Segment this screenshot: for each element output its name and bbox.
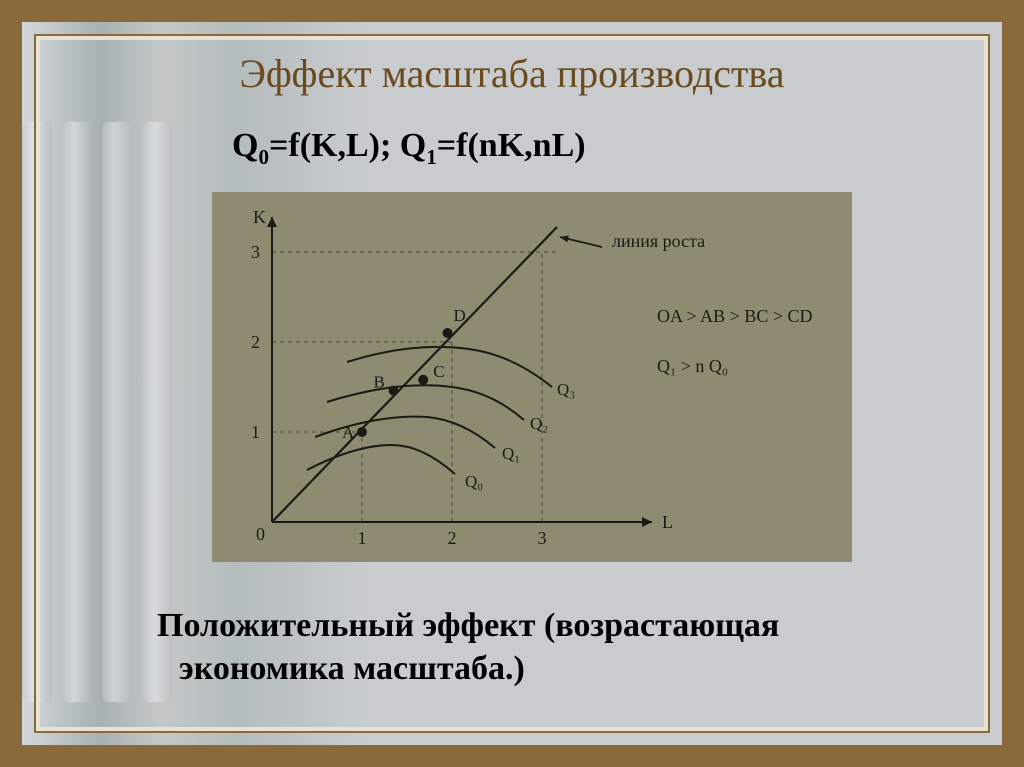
svg-text:D: D [454, 306, 466, 325]
svg-text:1: 1 [251, 422, 260, 442]
svg-text:2: 2 [448, 528, 457, 548]
svg-text:Q₂: Q₂ [530, 414, 548, 433]
svg-text:C: C [433, 362, 444, 381]
svg-text:линия роста: линия роста [612, 231, 705, 251]
svg-text:Q₁ > n Q₀: Q₁ > n Q₀ [657, 356, 728, 376]
svg-text:A: A [342, 423, 355, 442]
svg-text:3: 3 [251, 242, 260, 262]
isoquant-chart: L K 0 1 2 3 1 2 3 Q₀ Q₁ Q₂ Q₃ линия роста A B C D OA > AB … [212, 192, 852, 562]
svg-text:L: L [662, 512, 673, 532]
svg-text:3: 3 [538, 528, 547, 548]
svg-text:2: 2 [251, 332, 260, 352]
svg-text:OA > AB > BC > CD: OA > AB > BC > CD [657, 306, 813, 326]
formula-text: Q0=f(K,L); Q1=f(nK,nL) [232, 127, 586, 170]
caption-text: Положительный эффект (возрастающая эконо… [157, 605, 779, 690]
svg-text:Q₁: Q₁ [502, 444, 520, 463]
svg-text:0: 0 [256, 524, 265, 544]
svg-text:Q₀: Q₀ [465, 472, 483, 491]
slide-frame: Эффект масштаба производства Q0=f(K,L); … [0, 0, 1024, 767]
svg-text:1: 1 [358, 528, 367, 548]
caption-line1: Положительный эффект (возрастающая [157, 607, 779, 644]
svg-text:K: K [253, 207, 266, 227]
svg-text:B: B [374, 373, 385, 392]
chart-svg: L K 0 1 2 3 1 2 3 Q₀ Q₁ Q₂ Q₃ линия роста A B C D OA > AB … [212, 192, 852, 562]
svg-text:Q₃: Q₃ [557, 380, 575, 399]
slide-title: Эффект масштаба производства [22, 50, 1002, 97]
caption-line2: экономика масштаба.) [157, 650, 525, 687]
